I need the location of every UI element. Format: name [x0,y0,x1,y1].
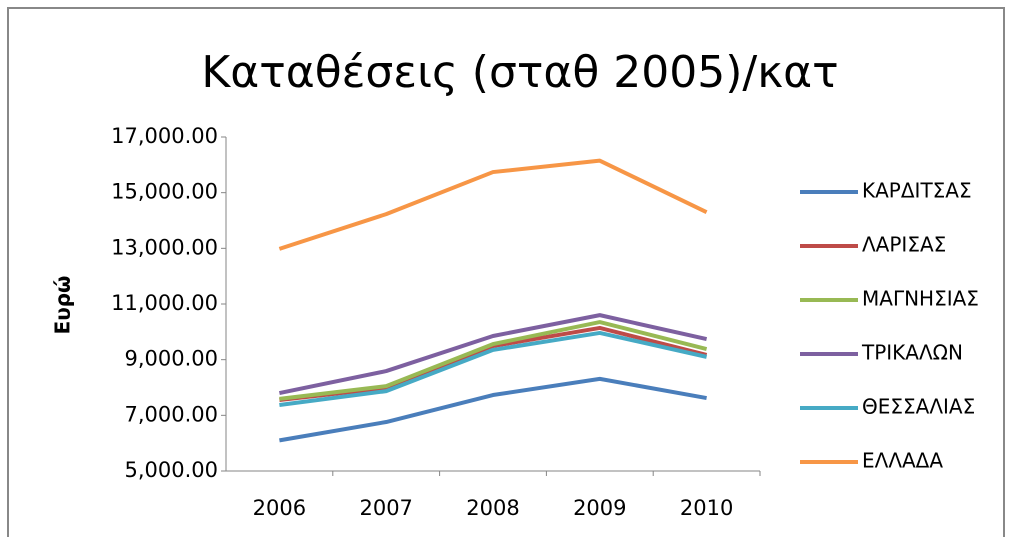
legend-label: ΕΛΛΑΔΑ [862,449,943,473]
y-tick-label: 7,000.00 [124,402,218,426]
y-tick-label: 13,000.00 [111,235,218,259]
x-tick-label: 2010 [680,496,733,520]
x-tick-label: 2007 [359,496,412,520]
x-tick-label: 2006 [253,496,306,520]
chart-title: Καταθέσεις (σταθ 2005)/κατ [201,47,838,98]
series-line [279,330,708,408]
legend-label: ΘΕΣΣΑΛΙΑΣ [862,395,975,419]
legend-label: ΜΑΓΝΗΣΙΑΣ [862,287,979,311]
series-line [279,376,707,443]
y-tick-label: 17,000.00 [111,124,218,148]
legend-label: ΛΑΡΙΣΑΣ [862,233,946,257]
series-line [278,313,708,396]
legend-label: ΤΡΙΚΑΛΩΝ [861,341,963,365]
y-tick-label: 5,000.00 [124,458,218,482]
series-line [278,158,708,251]
y-axis-label: Ευρώ [51,276,75,335]
y-tick-label: 9,000.00 [124,347,218,371]
x-tick-label: 2008 [466,496,519,520]
y-tick-label: 15,000.00 [111,180,218,204]
x-tick-label: 2009 [573,496,626,520]
legend-label: ΚΑΡΔΙΤΣΑΣ [862,179,972,203]
y-tick-label: 11,000.00 [111,291,218,315]
chart-frame [7,7,1005,537]
series-line [279,320,708,401]
